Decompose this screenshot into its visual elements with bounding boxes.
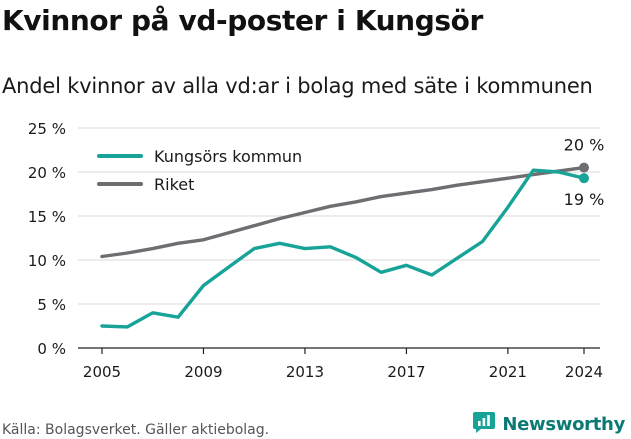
x-tick-label: 2021 <box>489 363 527 381</box>
y-tick-label: 20 % <box>28 164 66 182</box>
y-tick-label: 5 % <box>37 296 66 314</box>
chart-subtitle: Andel kvinnor av alla vd:ar i bolag med … <box>2 74 593 98</box>
end-label-kungsor: 19 % <box>564 190 605 209</box>
series-end-point-kungsor <box>579 173 589 184</box>
brand-name: Newsworthy <box>502 413 625 435</box>
legend: Kungsörs kommun Riket <box>97 147 302 194</box>
x-tick-label: 2013 <box>286 363 324 381</box>
x-tick-label: 2024 <box>565 363 603 381</box>
axes: 0 % 5 % 10 % 15 % 20 % 25 % 2005 2009 2013 2017 20… <box>28 120 603 381</box>
series-lines <box>100 162 589 329</box>
line-chart: 0 % 5 % 10 % 15 % 20 % 25 % 2005 2009 2013 2017 20… <box>28 120 605 381</box>
y-tick-label: 15 % <box>28 208 66 226</box>
end-label-riket: 20 % <box>564 136 605 155</box>
x-tick-label: 2017 <box>387 363 425 381</box>
x-tick-label: 2005 <box>83 363 121 381</box>
newsworthy-logo-icon <box>472 410 496 438</box>
x-tick-label: 2009 <box>184 363 222 381</box>
y-tick-label: 0 % <box>37 340 66 358</box>
y-tick-label: 25 % <box>28 120 66 138</box>
source-note: Källa: Bolagsverket. Gäller aktiebolag. <box>2 422 270 438</box>
chart-title: Kvinnor på vd-poster i Kungsör <box>2 4 483 37</box>
y-tick-label: 10 % <box>28 252 66 270</box>
series-line-kungsor <box>100 168 586 329</box>
series-end-point-riket <box>579 162 589 173</box>
gridlines <box>78 127 600 305</box>
legend-label-kungsor: Kungsörs kommun <box>154 147 302 166</box>
legend-label-riket: Riket <box>154 175 194 194</box>
end-labels: 20 % 19 % <box>564 136 605 210</box>
series-line-riket <box>100 165 586 259</box>
brand: Newsworthy <box>472 410 625 438</box>
